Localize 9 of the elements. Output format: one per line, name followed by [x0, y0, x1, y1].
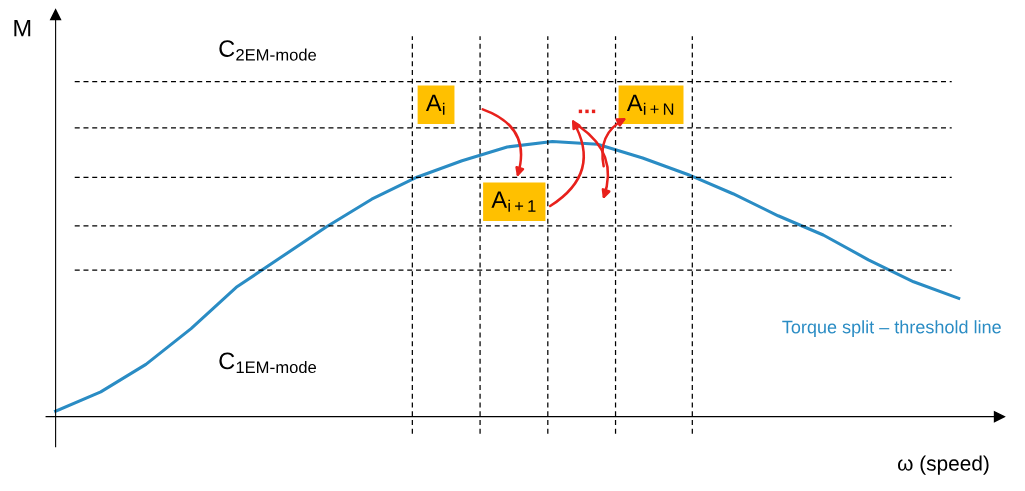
- x-axis-title: ω (speed): [898, 455, 989, 475]
- text: A$_{i}$: [425, 94, 445, 115]
- text: Torque split – threshold line: [782, 320, 1001, 338]
- annotation: A$_{i+1}$: [491, 191, 536, 212]
- text: ...: [578, 109, 596, 114]
- annotation: C$_{1EM-mode}$: [219, 352, 316, 374]
- text: A$_{i+N}$: [626, 94, 674, 115]
- text: C$_{2EM-mode}$: [219, 40, 316, 61]
- y-axis-title: M: [14, 19, 31, 37]
